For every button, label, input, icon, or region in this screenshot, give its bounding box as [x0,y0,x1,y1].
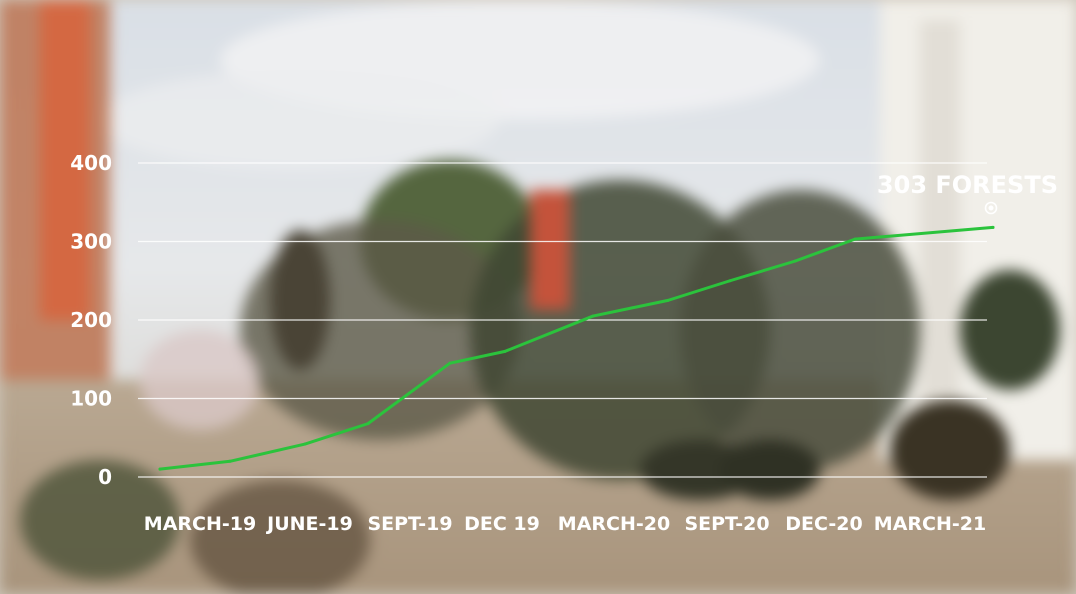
data-point [666,298,670,302]
data-point [366,422,370,426]
y-axis-ticks: 0 100 200 300 400 [70,151,112,489]
data-point [728,279,732,283]
x-tick-label: DEC 19 [464,513,540,535]
data-point [448,361,452,365]
data-point [991,225,995,229]
annotation-layer: 303 FORESTS [877,171,1058,215]
data-point [591,314,595,318]
data-point [303,442,307,446]
series-line [158,225,995,471]
x-tick-label: SEPT-20 [684,513,769,535]
data-point [158,467,162,471]
callout-marker-dot [988,205,994,211]
callout-label: 303 FORESTS [877,171,1058,199]
x-tick-label: DEC-20 [785,513,862,535]
data-point [503,349,507,353]
series-layer [158,225,995,471]
y-tick-label: 200 [70,308,112,332]
x-tick-label: MARCH-19 [144,513,256,535]
callout-marker-ring [984,201,998,215]
x-tick-label: MARCH-21 [874,513,986,535]
data-point [793,259,797,263]
x-tick-label: JUNE-19 [265,513,353,535]
x-tick-label: SEPT-19 [367,513,452,535]
data-point [228,459,232,463]
y-tick-label: 0 [98,465,112,489]
y-tick-label: 100 [70,387,112,411]
y-tick-label: 400 [70,151,112,175]
data-point [853,237,857,241]
x-axis-ticks: MARCH-19 JUNE-19 SEPT-19 DEC 19 MARCH-20 SEPT… [144,513,986,535]
x-tick-label: MARCH-20 [558,513,670,535]
gridlines [138,162,987,478]
y-tick-label: 300 [70,230,112,254]
